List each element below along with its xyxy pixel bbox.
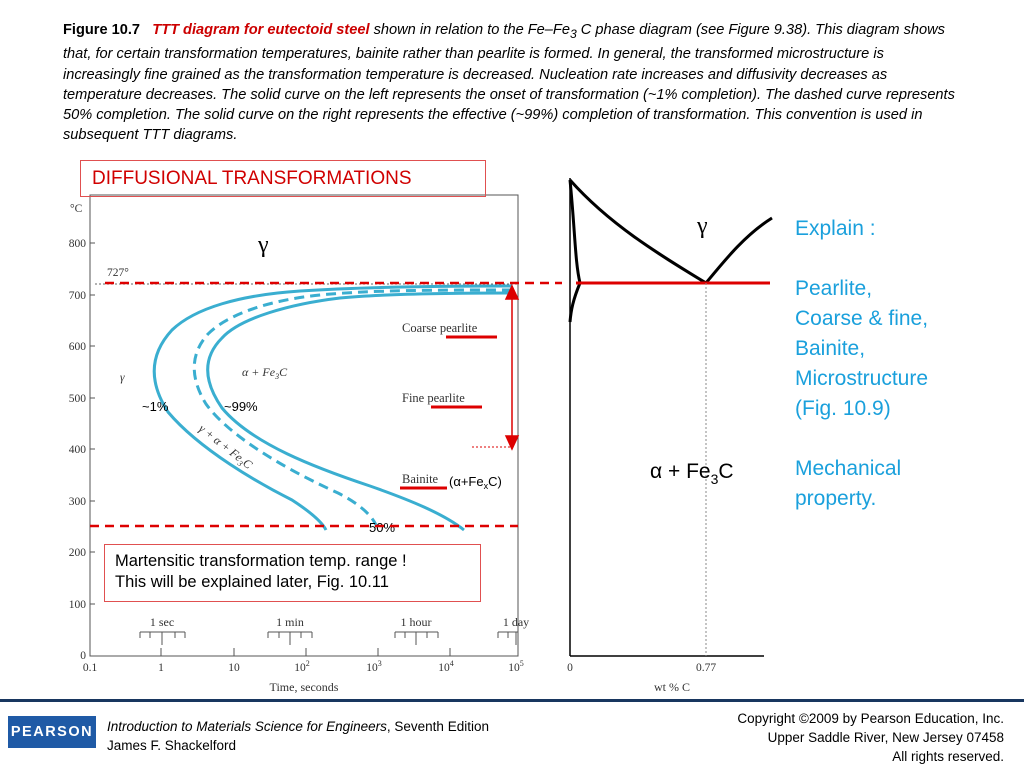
explain-item: Coarse & fine, (795, 307, 929, 330)
footer-divider (0, 699, 1024, 702)
copyright-line: Copyright ©2009 by Pearson Education, In… (737, 711, 1004, 726)
pearson-logo: PEARSON (8, 716, 96, 748)
time-marker-1-hour: 1 hour (394, 615, 439, 645)
pearson-logo-text: PEARSON (10, 724, 94, 740)
time-marker-label: 1 min (276, 615, 304, 629)
martensite-note-line2: This will be explained later, Fig. 10.11 (115, 573, 389, 591)
bainite-label: Bainite (402, 472, 439, 486)
eutectoid-temp-label: 727° (107, 267, 129, 279)
y-tick-label: 500 (69, 393, 87, 405)
ttt-y-axis: °C 800 700 600 500 400 300 200 100 0 (69, 203, 87, 662)
phase-x-tick-0: 0 (567, 662, 573, 674)
x-axis-label: Time, seconds (270, 680, 339, 694)
ttt-plot-frame (89, 194, 519, 657)
figure-number: Figure 10.7 (63, 22, 141, 38)
y-tick-label: 600 (69, 341, 87, 353)
y-tick-label: 800 (69, 238, 87, 250)
explain-panel: Explain : Pearlite, Coarse & fine, Baini… (795, 214, 1015, 514)
diffusional-title: DIFFUSIONAL TRANSFORMATIONS (92, 168, 412, 189)
y-tick-label: 0 (80, 650, 86, 662)
x-tick-label: 0.1 (83, 662, 98, 674)
x-tick-label: 104 (438, 659, 454, 674)
x-tick-label: 102 (294, 659, 310, 674)
y-tick-label: 700 (69, 290, 87, 302)
half-completion-curve-50-percent (192, 288, 513, 526)
half-percent-label: 50% (369, 520, 395, 535)
acm-boundary-line (704, 216, 773, 284)
ttt-and-phase-diagram: °C 800 700 600 500 400 300 200 100 0 0.1… (69, 178, 773, 694)
caption-text-1: shown in relation to the Fe–Fe (369, 22, 570, 38)
time-marker-1-sec: 1 sec (139, 615, 186, 645)
figure-caption: Figure 10.7 TTT diagram for eutectoid st… (63, 20, 963, 146)
x-tick-label: 1 (158, 662, 164, 674)
time-markers: 1 sec 1 min 1 hour 1 day (139, 615, 529, 645)
fine-pearlite-label: Fine pearlite (402, 391, 465, 405)
ttt-region-pearlite: α + Fe3C (242, 365, 288, 381)
phase-x-tick-eutectoid: 0.77 (696, 662, 716, 674)
temperature-range-arrow (504, 284, 520, 451)
book-info: Introduction to Materials Science for En… (107, 717, 489, 755)
phase-alpha-fe3c-label: α + Fe3C (650, 460, 734, 487)
y-tick-label: 300 (69, 496, 87, 508)
caption-subscript: 3 (569, 26, 577, 41)
diffusional-transformations-box: DIFFUSIONAL TRANSFORMATIONS (80, 160, 486, 197)
copyright-line: Upper Saddle River, New Jersey 07458 (767, 730, 1004, 745)
y-tick-label: 100 (69, 599, 87, 611)
explain-mechanical-line1: Mechanical (795, 457, 902, 480)
explain-item: Bainite, (795, 337, 866, 360)
book-edition: , Seventh Edition (386, 719, 489, 734)
explain-item: Microstructure (795, 367, 929, 390)
y-tick-label: 200 (69, 547, 87, 559)
phase-diagram: γ α + Fe3C 0 0.77 wt % C (567, 178, 773, 694)
caption-text-2: C phase diagram (see Figure 9.38). This … (63, 22, 955, 144)
ttt-gamma-symbol: γ (257, 232, 269, 258)
ttt-x-axis: 0.1 1 10 102 103 104 105 Time, seconds (83, 659, 524, 694)
explain-heading: Explain : (795, 217, 876, 240)
copyright-line: All rights reserved. (892, 749, 1004, 764)
explain-mechanical-line2: property. (795, 487, 877, 510)
copyright-notice: Copyright ©2009 by Pearson Education, In… (737, 709, 1004, 766)
martensite-note-line1: Martensitic transformation temp. range ! (115, 552, 407, 570)
time-marker-1-min: 1 min (267, 615, 313, 645)
a3-boundary-line (568, 179, 707, 285)
onset-percent-label: ~1% (142, 399, 169, 414)
gamma-alpha-boundary-line (568, 179, 582, 284)
time-marker-label: 1 day (503, 615, 529, 629)
alpha-solvus-line (568, 282, 582, 323)
bainite-phase-label: (α+FexC) (449, 474, 502, 491)
completion-curve-99-percent (206, 291, 513, 532)
book-title: Introduction to Materials Science for En… (107, 719, 387, 734)
y-axis-unit: °C (70, 203, 83, 215)
ttt-region-gamma: γ (120, 372, 125, 384)
explain-item: Pearlite, (795, 277, 873, 300)
time-marker-label: 1 hour (401, 615, 432, 629)
explain-item: (Fig. 10.9) (795, 397, 891, 420)
coarse-pearlite-label: Coarse pearlite (402, 321, 478, 335)
phase-x-axis-label: wt % C (654, 680, 690, 694)
x-tick-label: 103 (366, 659, 382, 674)
time-marker-label: 1 sec (150, 615, 174, 629)
martensite-note-box: Martensitic transformation temp. range !… (104, 544, 481, 602)
phase-gamma-label: γ (696, 213, 708, 239)
figure-title: TTT diagram for eutectoid steel (152, 22, 370, 38)
time-marker-1-day: 1 day (497, 615, 529, 645)
book-author: James F. Shackelford (107, 738, 237, 753)
x-tick-label: 105 (508, 659, 524, 674)
x-tick-label: 10 (228, 662, 240, 674)
y-tick-label: 400 (69, 444, 87, 456)
onset-curve-1-percent (152, 284, 513, 531)
completion-percent-label: ~99% (224, 399, 258, 414)
